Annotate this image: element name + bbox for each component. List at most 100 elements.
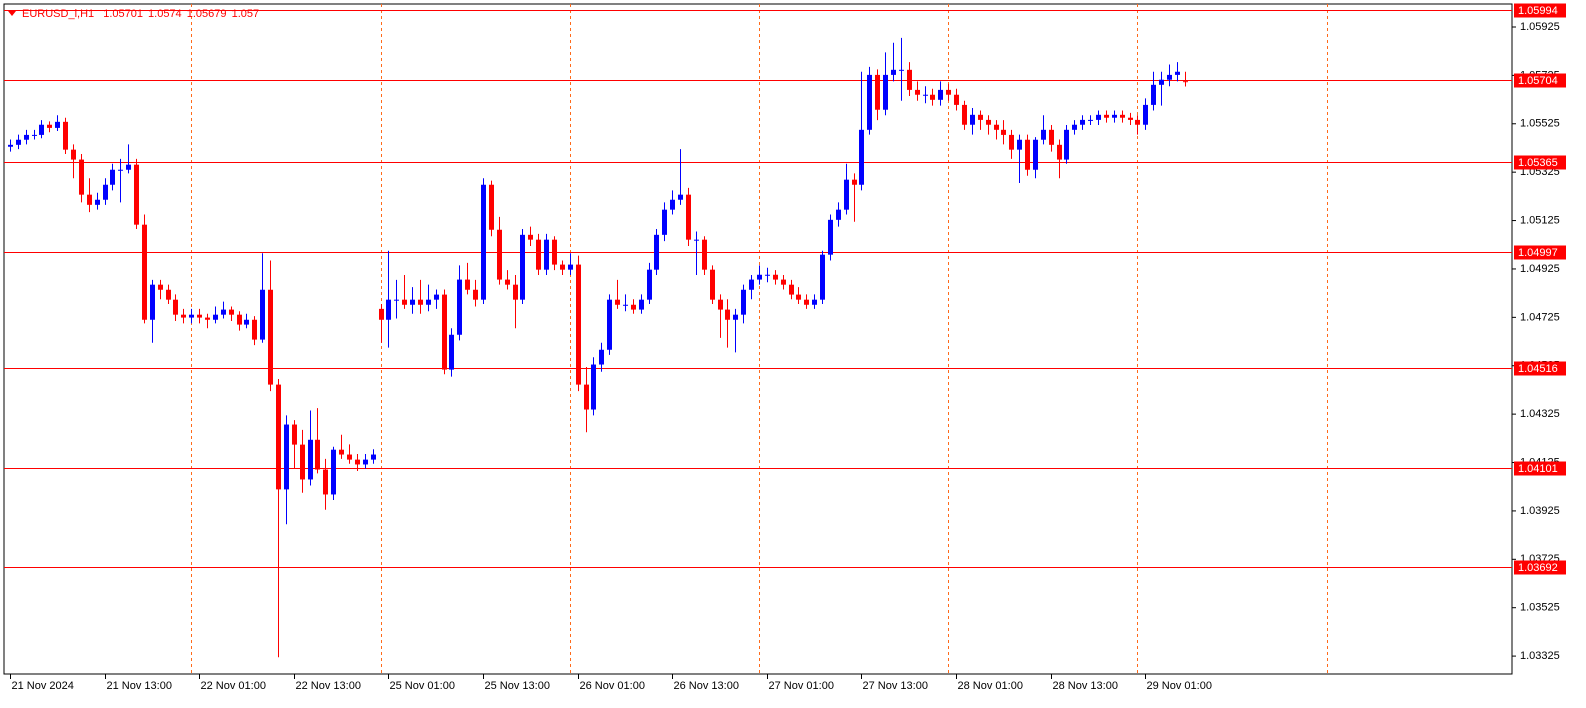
level-label: 1.04101 [1518,463,1558,475]
candle-body [607,299,612,350]
candle-body [812,299,817,305]
level-label-bg [1514,361,1566,376]
candle-body [347,454,352,460]
level-label: 1.03692 [1518,562,1558,574]
candle-body [670,199,675,210]
candle-body [599,349,604,365]
candle-body [946,89,951,95]
y-tick-label: 1.04325 [1520,408,1560,420]
collapse-arrow [8,11,16,16]
x-tick-label: 27 Nov 13:00 [863,680,928,692]
open-value: 1.05701 [103,8,143,20]
candle-body [1120,114,1125,118]
y-tick-label: 1.03325 [1520,650,1560,662]
low-value: 1.05679 [187,8,227,20]
level-label: 1.04516 [1518,363,1558,375]
x-tick-label: 22 Nov 13:00 [296,680,361,692]
y-tick-label: 1.04725 [1520,311,1560,323]
candle-body [323,469,328,495]
candle-body [150,284,155,320]
candle-body [260,289,265,340]
candle-body [1159,79,1164,85]
candle-body [1025,139,1030,170]
candle-body [268,289,273,385]
candle-body [1096,114,1101,120]
candle-body [355,459,360,465]
candle-body [859,129,864,185]
grid [191,4,1328,674]
candle-body [142,224,147,320]
candle-body [781,279,786,285]
candle-body [434,294,439,300]
high-value: 1.0574 [148,8,182,20]
candle-body [528,234,533,240]
candle-body [828,219,833,255]
candle-body [308,439,313,480]
candle-body [725,309,730,320]
candle-body [686,194,691,240]
candle-body [244,319,249,325]
candle-body [32,134,37,136]
candle-body [796,294,801,300]
candle-body [55,121,60,128]
candle-body [702,239,707,270]
candle-body [110,169,115,185]
candle-body [536,239,541,270]
candle-body [418,299,423,305]
candle-body [875,74,880,110]
candle-body [8,144,13,147]
candle-body [560,264,565,270]
candle-body [166,289,171,300]
candle-body [552,239,557,265]
axes: 1.059251.057251.055251.053251.051251.049… [10,3,1566,692]
level-label: 1.04997 [1518,247,1558,259]
level-label: 1.05365 [1518,157,1558,169]
candle-body [1112,114,1117,118]
candle-body [449,334,454,370]
candle-body [465,279,470,290]
candle-body [844,179,849,210]
y-tick-label: 1.05925 [1520,21,1560,33]
x-tick-label: 21 Nov 13:00 [107,680,172,692]
candle-body [513,284,518,300]
candle-body [71,149,76,160]
level-label-bg [1514,73,1566,88]
candle-body [584,384,589,410]
candle-body [1072,124,1077,130]
candle-body [1135,119,1140,125]
candle-body [718,299,723,310]
x-tick-label: 26 Nov 13:00 [674,680,739,692]
level-label-bg [1514,245,1566,260]
candle-body [1057,144,1062,160]
candle-body [710,269,715,300]
candle-body [16,139,21,145]
candle-body [205,317,210,320]
candle-body [1049,129,1054,145]
x-tick-label: 28 Nov 01:00 [958,680,1023,692]
candle-body [221,309,226,315]
candle-body [339,449,344,455]
candle-body [615,299,620,305]
candle-body [24,134,29,140]
candle-body [986,119,991,125]
candle-body [789,284,794,295]
candle-body [962,104,967,125]
candle-body [473,289,478,300]
symbol: EURUSD_i,H1 [22,8,94,20]
candle-body [1001,129,1006,135]
candle-body [820,254,825,300]
candle-body [300,444,305,480]
candle-body [394,299,399,301]
candle-body [47,124,52,128]
x-tick-label: 27 Nov 01:00 [769,680,834,692]
candle-body [371,454,376,460]
y-tick-label: 1.05525 [1520,118,1560,130]
candle-body [852,179,857,185]
candle-body [591,364,596,410]
level-label-bg [1514,560,1566,575]
candle-body [883,74,888,110]
candle-body [694,239,699,241]
x-tick-label: 29 Nov 01:00 [1147,680,1212,692]
candle-body [1175,71,1180,75]
candle-body [631,304,636,310]
